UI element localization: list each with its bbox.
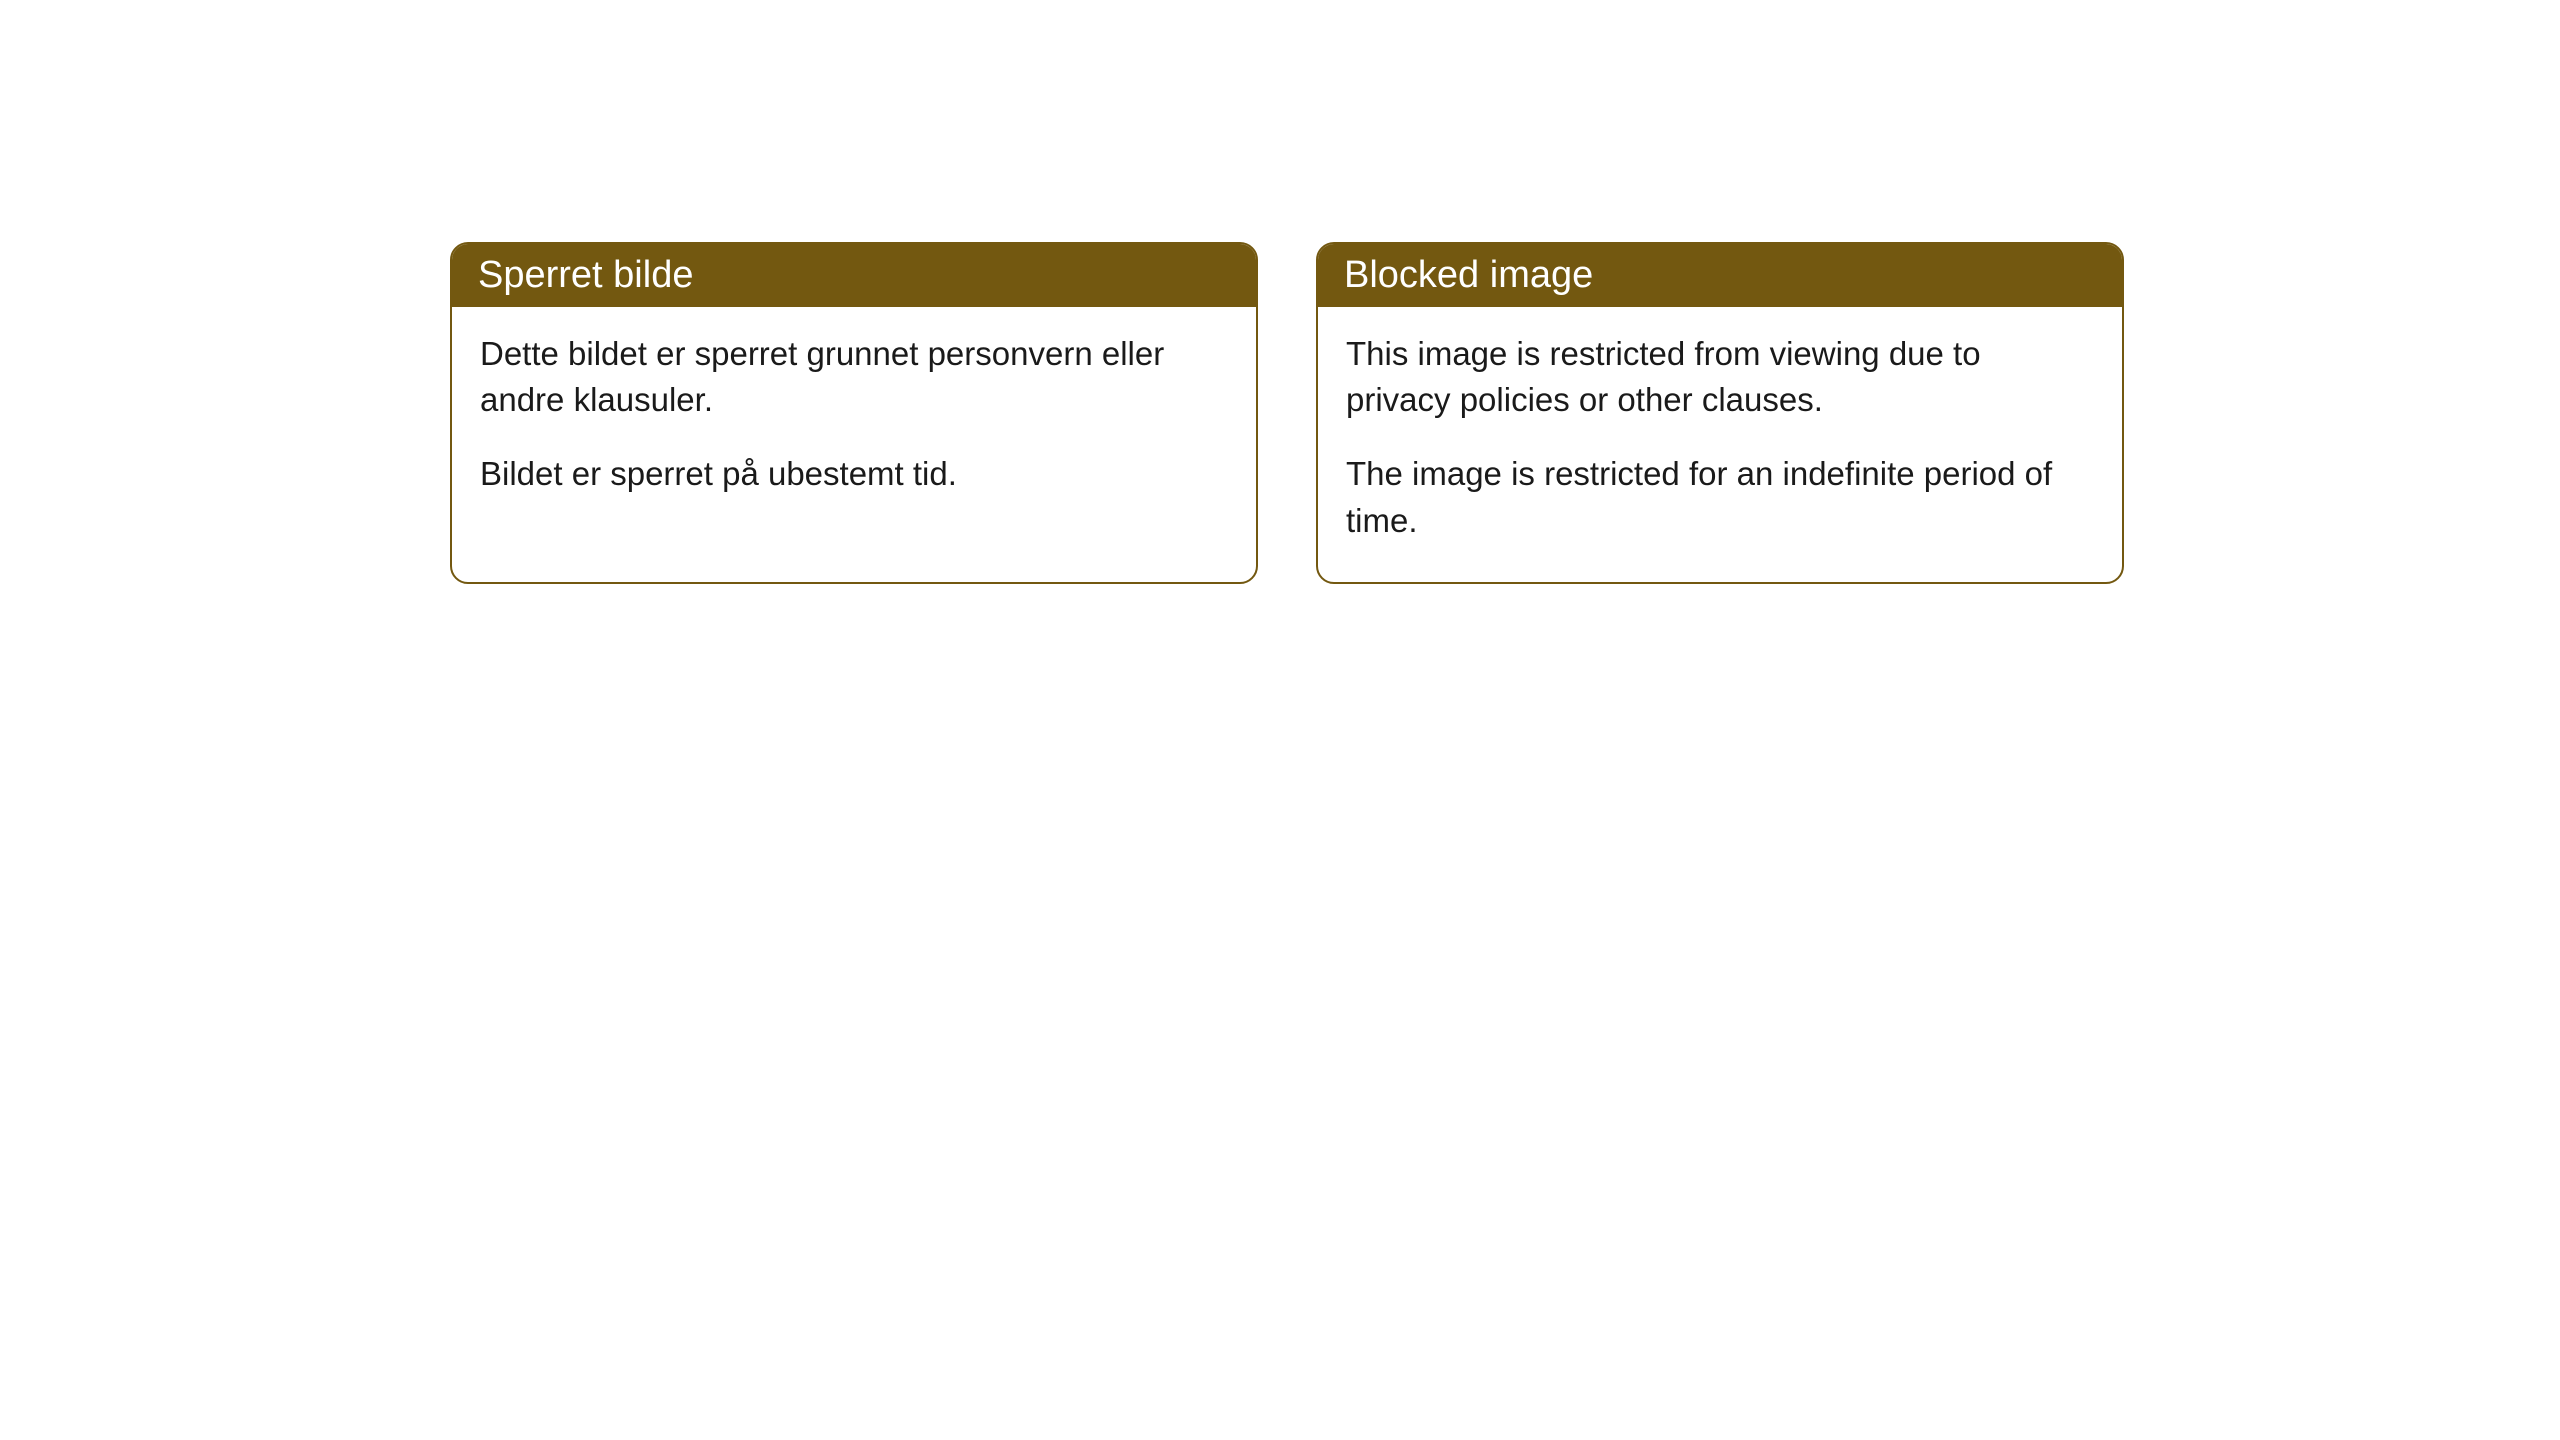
card-title: Sperret bilde bbox=[478, 254, 693, 296]
card-paragraph-1: This image is restricted from viewing du… bbox=[1346, 331, 2094, 423]
card-english: Blocked image This image is restricted f… bbox=[1316, 242, 2124, 584]
card-body: Dette bildet er sperret grunnet personve… bbox=[452, 307, 1256, 536]
card-header: Sperret bilde bbox=[452, 244, 1256, 307]
card-header: Blocked image bbox=[1318, 244, 2122, 307]
card-title: Blocked image bbox=[1344, 254, 1593, 296]
card-paragraph-1: Dette bildet er sperret grunnet personve… bbox=[480, 331, 1228, 423]
card-body: This image is restricted from viewing du… bbox=[1318, 307, 2122, 582]
card-paragraph-2: Bildet er sperret på ubestemt tid. bbox=[480, 451, 1228, 497]
cards-container: Sperret bilde Dette bildet er sperret gr… bbox=[450, 242, 2124, 584]
card-norwegian: Sperret bilde Dette bildet er sperret gr… bbox=[450, 242, 1258, 584]
card-paragraph-2: The image is restricted for an indefinit… bbox=[1346, 451, 2094, 543]
